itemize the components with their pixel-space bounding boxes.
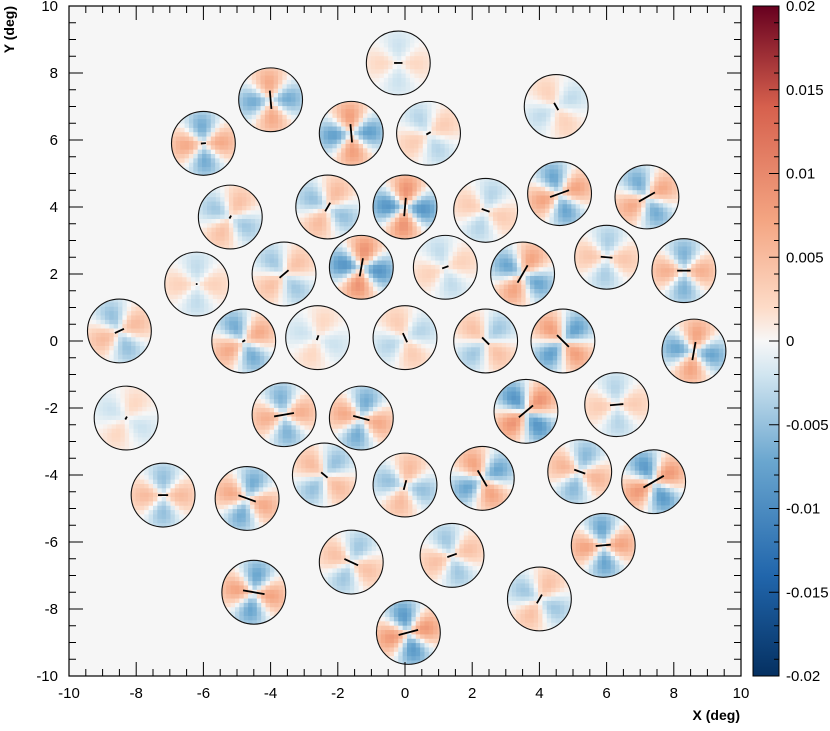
colorbar-tick-label: -0.01	[786, 501, 820, 518]
y-tick-label: -2	[45, 400, 58, 417]
y-axis-title: Y (deg)	[1, 6, 17, 53]
whisker	[610, 404, 623, 405]
x-tick-label: -2	[331, 685, 344, 702]
x-tick-label: -4	[264, 685, 277, 702]
colorbar-tick-label: 0.015	[786, 82, 824, 99]
x-tick-label: 0	[401, 685, 409, 702]
y-tick-label: 10	[41, 0, 58, 15]
y-tick-label: 0	[50, 333, 58, 350]
colorbar-tick-label: -0.005	[786, 417, 829, 434]
colorbar-tick-label: -0.015	[786, 584, 829, 601]
x-tick-label: -6	[197, 685, 210, 702]
y-tick-label: -10	[36, 668, 58, 685]
y-tick-label: -8	[45, 601, 58, 618]
y-tick-label: 8	[50, 65, 58, 82]
x-axis-title: X (deg)	[693, 707, 740, 723]
whisker	[601, 257, 613, 258]
y-tick-label: 6	[50, 132, 58, 149]
x-tick-label: -8	[130, 685, 143, 702]
y-tick-label: -4	[45, 467, 58, 484]
x-tick-label: -10	[58, 685, 80, 702]
x-tick-label: 2	[468, 685, 476, 702]
x-tick-label: 10	[733, 685, 750, 702]
colorbar-tick-label: -0.02	[786, 668, 820, 685]
colorbar-tick-label: 0.02	[786, 0, 815, 15]
y-tick-label: -6	[45, 534, 58, 551]
colorbar-tick-label: 0.01	[786, 166, 815, 183]
x-tick-label: 6	[602, 685, 610, 702]
y-tick-label: 2	[50, 266, 58, 283]
x-tick-label: 4	[535, 685, 543, 702]
colorbar-tick-label: 0	[786, 333, 794, 350]
x-tick-label: 8	[670, 685, 678, 702]
y-tick-label: 4	[50, 199, 58, 216]
colorbar-tick-label: 0.005	[786, 249, 824, 266]
